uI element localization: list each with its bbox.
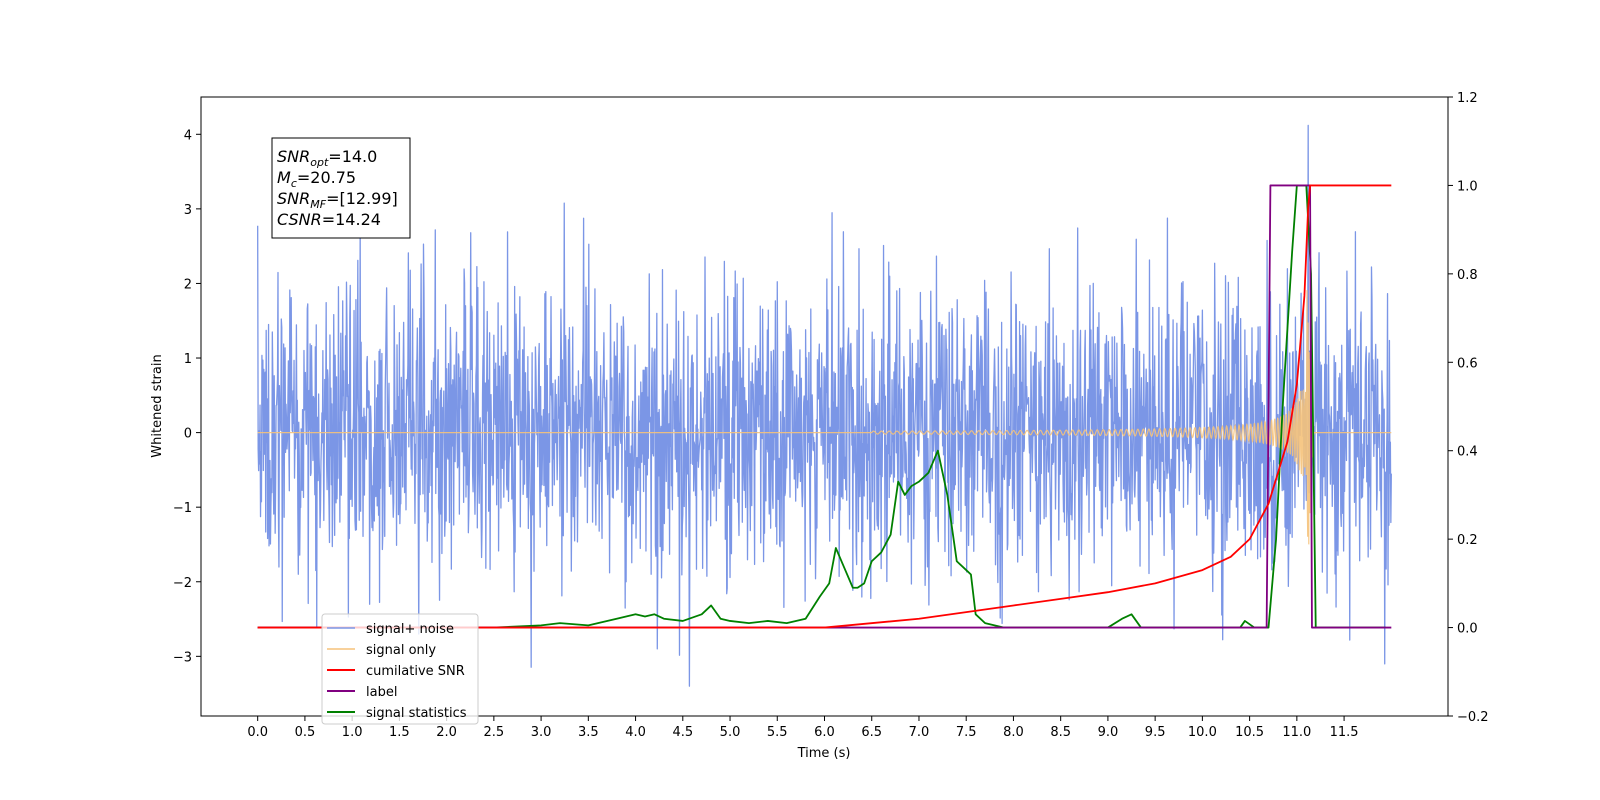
x-tick-label: 11.5	[1330, 725, 1359, 740]
y-tick-label: −1	[173, 501, 192, 516]
y2-tick-label: 0.8	[1457, 268, 1478, 283]
annotation-symbol: CSNR	[277, 210, 322, 229]
x-tick-label: 2.5	[484, 725, 505, 740]
annotation-value: =14.0	[328, 147, 377, 166]
x-tick-label: 1.0	[342, 725, 363, 740]
y2-tick-label: 0.0	[1457, 622, 1478, 637]
x-tick-label: 11.0	[1282, 725, 1311, 740]
series-line-label	[257, 184, 1392, 629]
annotation-value: =[12.99]	[326, 189, 398, 208]
x-tick-label: 7.5	[956, 725, 977, 740]
legend: signal+ noise signal only cumilative SNR la…	[321, 613, 479, 725]
x-tick-label: 9.0	[1098, 725, 1119, 740]
y-tick-label: 3	[184, 203, 192, 218]
annotation-symbol: SNR	[277, 147, 310, 166]
series-line-signal-noise	[257, 124, 1392, 687]
x-tick-label: 3.5	[578, 725, 599, 740]
x-tick-label: 9.5	[1145, 725, 1166, 740]
annotation-value: =14.24	[322, 210, 381, 229]
x-tick-label: 0.0	[247, 725, 268, 740]
x-tick-label: 6.5	[861, 725, 882, 740]
legend-label: signal only	[366, 643, 436, 658]
legend-label: signal+ noise	[366, 622, 454, 637]
y-tick-label: −2	[173, 576, 192, 591]
y2-tick-label: 0.2	[1457, 533, 1478, 548]
x-tick-label: 8.0	[1003, 725, 1024, 740]
legend-label: cumilative SNR	[366, 664, 465, 679]
annotation-frame	[271, 137, 411, 239]
x-tick-label: 5.0	[720, 725, 741, 740]
x-tick-label: 10.0	[1188, 725, 1217, 740]
x-tick-label: 7.0	[909, 725, 930, 740]
y2-tick-label: 1.0	[1457, 179, 1478, 194]
y-tick-label: 0	[184, 427, 192, 442]
axes-layer: 0.0 0.5 1.0 1.5 2.0 2.5 3.0 3.5 4.0 4.5 5.0 5.5 6.0 6…	[173, 91, 1489, 740]
y2-tick-label: −0.2	[1457, 710, 1489, 725]
series-line-cumulative-snr	[257, 184, 1392, 629]
y-tick-label: 2	[184, 277, 192, 292]
legend-label: label	[366, 685, 397, 700]
annotation-symbol: SNR	[277, 189, 310, 208]
annotation-subscript: MF	[310, 198, 326, 211]
annotation-subscript: c	[291, 177, 297, 190]
annotation-line: Mc=20.75	[277, 168, 356, 190]
x-tick-label: 8.5	[1050, 725, 1071, 740]
x-tick-label: 4.0	[625, 725, 646, 740]
x-tick-label: 5.5	[767, 725, 788, 740]
legend-label: signal statistics	[366, 706, 467, 721]
annotation-line: SNRopt=14.0	[277, 147, 377, 169]
y2-tick-label: 0.6	[1457, 356, 1478, 371]
y-tick-label: 1	[184, 352, 192, 367]
annotation-value: =20.75	[297, 168, 356, 187]
y2-tick-label: 1.2	[1457, 91, 1478, 106]
x-axis-title: Time (s)	[797, 746, 851, 761]
y-tick-label: 4	[184, 128, 192, 143]
x-tick-label: 1.5	[389, 725, 410, 740]
annotation-box: SNRopt=14.0Mc=20.75SNRMF=[12.99]CSNR=14.…	[271, 137, 411, 239]
annotation-symbol: M	[277, 168, 291, 187]
x-tick-label: 0.5	[295, 725, 316, 740]
x-tick-label: 6.0	[814, 725, 835, 740]
x-tick-label: 2.0	[436, 725, 457, 740]
annotation-line: CSNR=14.24	[277, 210, 381, 229]
series-layer	[257, 124, 1392, 687]
legend-frame	[321, 613, 479, 725]
y-tick-label: −3	[173, 650, 192, 665]
x-tick-label: 3.0	[531, 725, 552, 740]
annotation-line: SNRMF=[12.99]	[277, 189, 398, 211]
annotation-subscript: opt	[310, 156, 329, 169]
series-line-signal-only	[257, 290, 1392, 545]
series-line-signal-statistics	[257, 184, 1386, 629]
x-tick-label: 4.5	[672, 725, 693, 740]
y-axis-title: Whitened strain	[150, 354, 165, 457]
x-tick-label: 10.5	[1235, 725, 1264, 740]
y2-tick-label: 0.4	[1457, 445, 1478, 460]
